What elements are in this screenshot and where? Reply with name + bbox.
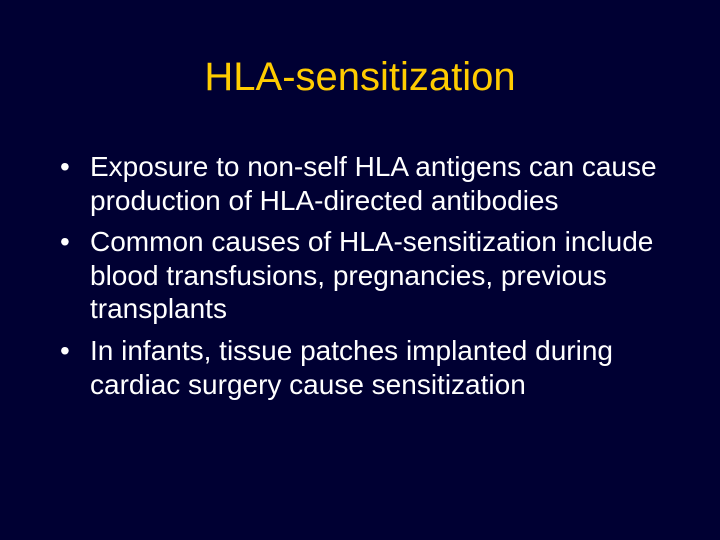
list-item: Exposure to non-self HLA antigens can ca… — [60, 150, 670, 217]
slide-container: HLA-sensitization Exposure to non-self H… — [0, 0, 720, 540]
bullet-list: Exposure to non-self HLA antigens can ca… — [50, 150, 670, 401]
slide-title: HLA-sensitization — [50, 55, 670, 100]
list-item: In infants, tissue patches implanted dur… — [60, 334, 670, 401]
list-item: Common causes of HLA-sensitization inclu… — [60, 225, 670, 326]
